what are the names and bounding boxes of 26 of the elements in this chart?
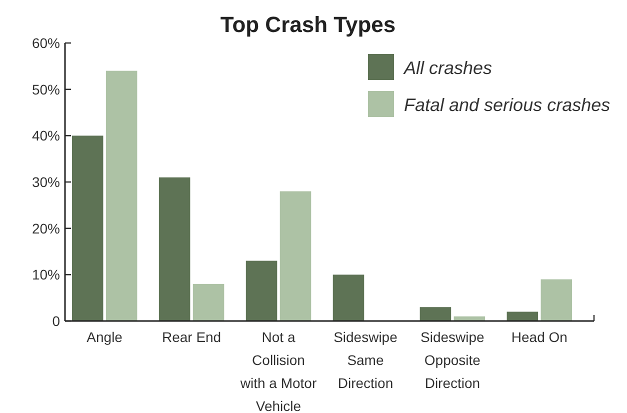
bar bbox=[506, 312, 538, 321]
chart-title: Top Crash Types bbox=[220, 12, 396, 37]
bar bbox=[72, 136, 104, 321]
bar bbox=[246, 260, 278, 321]
legend-label: Fatal and serious crashes bbox=[404, 95, 610, 115]
bar bbox=[280, 191, 312, 321]
bar bbox=[332, 274, 364, 321]
bar bbox=[420, 307, 452, 321]
bar bbox=[540, 279, 572, 321]
x-tick-label: Angle bbox=[86, 329, 123, 345]
y-tick-label: 30% bbox=[32, 174, 60, 190]
x-tick-label: Not a Collision with a Motor Vehicle bbox=[239, 329, 317, 413]
x-tick-label: Rear End bbox=[162, 329, 222, 345]
y-tick-label: 10% bbox=[32, 266, 60, 283]
legend-label: All crashes bbox=[403, 58, 492, 78]
y-tick-label: 50% bbox=[32, 81, 60, 98]
bar bbox=[106, 70, 138, 321]
x-tick-label: Head On bbox=[511, 329, 568, 345]
x-tick-label: Sideswipe Opposite Direction bbox=[420, 329, 485, 391]
y-tick-label: 0 bbox=[52, 313, 60, 329]
bar bbox=[158, 177, 190, 321]
bar bbox=[192, 284, 224, 321]
y-tick-label: 40% bbox=[32, 128, 60, 144]
y-tick-label: 60% bbox=[32, 35, 60, 51]
y-tick-label: 20% bbox=[32, 220, 60, 236]
x-tick-label: Sideswipe Same Direction bbox=[334, 329, 398, 391]
